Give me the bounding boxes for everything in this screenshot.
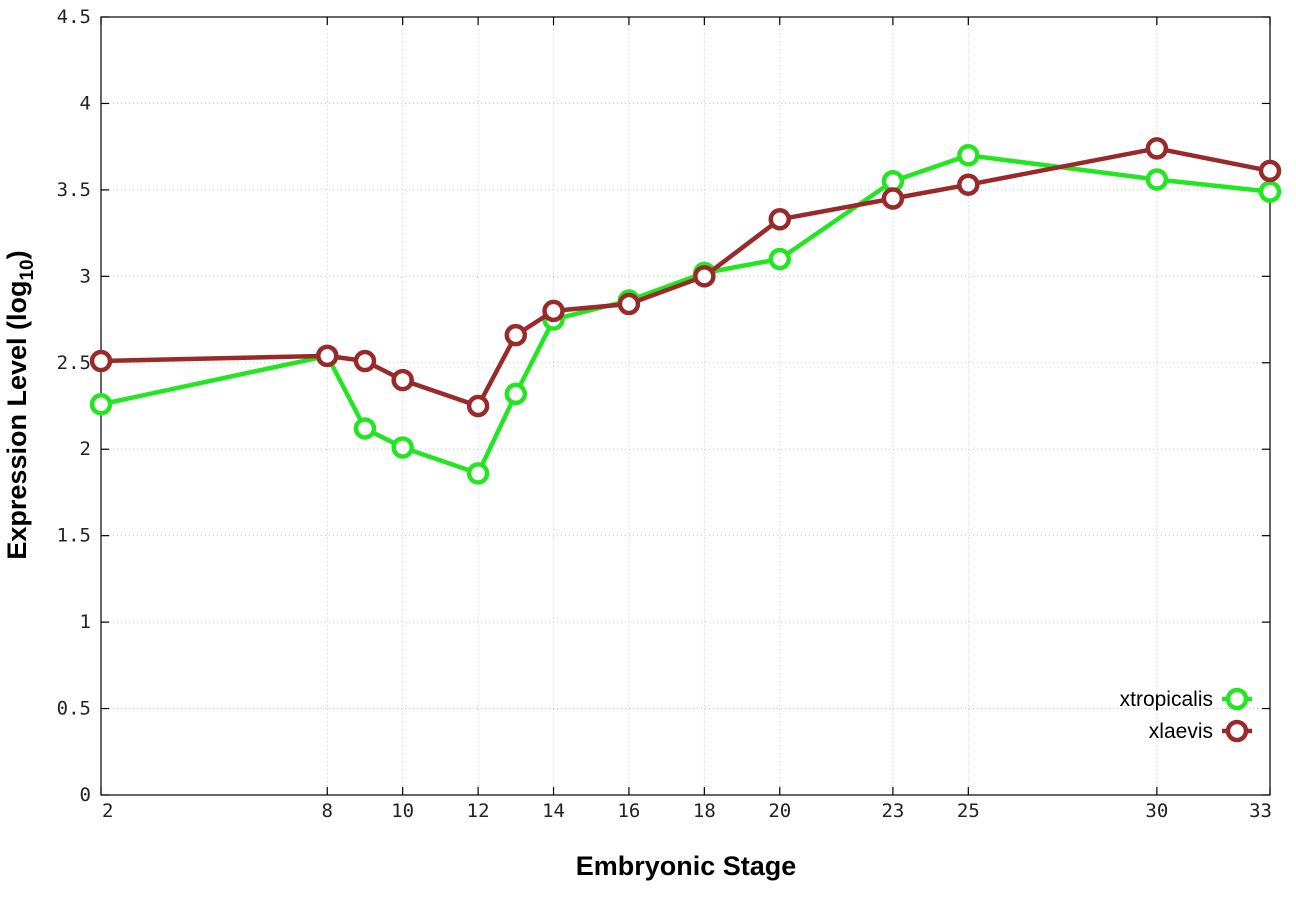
axis-ticks: 0 0.5 1 1.5 2 2.5 3 3.5 4 4.5 2 8 10 12 14 16 18 20 23 25 30… (57, 6, 1272, 822)
data-point-xlaevis (466, 394, 490, 418)
data-point-xlaevis (542, 299, 565, 323)
grid-lines (101, 17, 1270, 795)
data-point-xtropicalis (1145, 168, 1169, 191)
y-axis-title: Expression Level (log10) (2, 250, 38, 559)
x-tick-label: 33 (1249, 800, 1272, 822)
y-tick-label: 1.5 (57, 525, 91, 547)
data-point-xlaevis (1258, 159, 1282, 183)
data-point-xtropicalis (391, 436, 414, 459)
data-point-xtropicalis (353, 417, 377, 440)
x-tick-label: 23 (881, 800, 904, 822)
data-point-xlaevis (89, 349, 113, 373)
data-point-xlaevis (391, 368, 414, 392)
data-point-xtropicalis (1258, 180, 1282, 203)
x-tick-label: 18 (693, 800, 716, 822)
x-tick-label: 25 (957, 800, 980, 822)
legend-label-xtropicalis: xtropicalis (1120, 688, 1213, 711)
x-tick-label: 10 (391, 800, 414, 822)
y-axis-title-subscript: 10 (17, 259, 38, 280)
x-tick-label: 12 (467, 800, 490, 822)
data-point-xlaevis (881, 187, 905, 210)
legend-label-xlaevis: xlaevis (1149, 720, 1213, 743)
y-tick-label: 2 (80, 438, 91, 460)
y-tick-label: 2.5 (57, 352, 91, 374)
y-tick-label: 1 (80, 611, 91, 633)
data-point-xlaevis (504, 323, 528, 347)
x-tick-label: 2 (102, 800, 113, 822)
y-tick-label: 0.5 (57, 698, 91, 720)
series-line-xtropicalis (100, 153, 1271, 476)
y-tick-label: 4.5 (57, 6, 91, 28)
legend-swatch-marker-xlaevis (1225, 719, 1249, 743)
y-tick-label: 4 (80, 92, 91, 114)
x-tick-label: 20 (768, 800, 791, 822)
legend: xtropicalis xlaevis (1120, 687, 1252, 743)
x-tick-label: 8 (322, 800, 333, 822)
data-point-xtropicalis (89, 393, 113, 416)
x-tick-label: 14 (542, 800, 565, 822)
data-point-xtropicalis (466, 462, 490, 485)
data-point-xlaevis (957, 173, 980, 196)
data-point-xtropicalis (768, 247, 792, 271)
legend-swatch-marker-xtropicalis (1225, 687, 1249, 711)
x-tick-label: 16 (617, 800, 640, 822)
series-layer (89, 137, 1282, 485)
data-point-xlaevis (617, 292, 641, 316)
data-point-xtropicalis (957, 144, 980, 167)
x-axis-title: Embryonic Stage (576, 851, 797, 881)
plot-frame (100, 16, 1271, 796)
data-point-xlaevis (353, 349, 377, 373)
data-point-xlaevis (1145, 137, 1169, 160)
data-point-xlaevis (316, 344, 339, 368)
y-axis-title-main: Expression Level (log (2, 281, 32, 560)
x-tick-label: 30 (1145, 800, 1168, 822)
data-point-xlaevis (693, 265, 716, 288)
y-tick-label: 3.5 (57, 179, 91, 201)
y-tick-label: 0 (80, 784, 91, 806)
y-axis-title-close: ) (2, 250, 32, 259)
data-point-xtropicalis (504, 382, 528, 406)
data-point-xlaevis (768, 208, 792, 231)
series-xtropicalis (89, 144, 1282, 485)
series-xlaevis (89, 137, 1282, 418)
y-tick-label: 3 (80, 265, 91, 287)
